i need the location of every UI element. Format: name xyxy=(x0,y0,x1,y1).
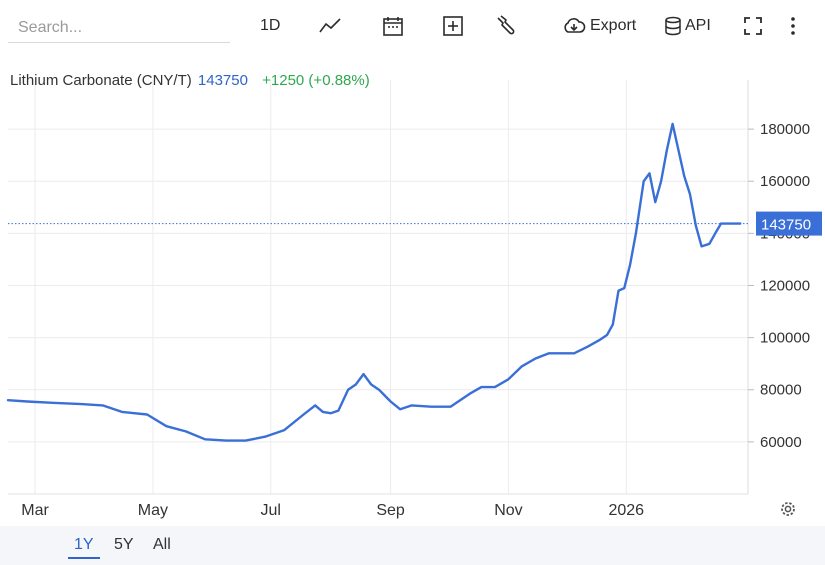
y-tick-label: 180000 xyxy=(760,121,810,138)
y-tick-label: 100000 xyxy=(760,330,810,347)
toolbar: 1D Export API xyxy=(0,0,825,50)
calendar-button[interactable] xyxy=(382,13,404,39)
x-tick-label: May xyxy=(138,502,168,519)
x-tick-label: Jul xyxy=(261,502,281,519)
export-label: Export xyxy=(590,17,637,34)
legend-change: +1250 (+0.88%) xyxy=(262,72,370,89)
add-indicator-button[interactable] xyxy=(442,13,464,39)
more-vertical-icon xyxy=(786,15,800,37)
api-button[interactable]: API xyxy=(664,13,711,39)
calendar-icon xyxy=(382,15,404,37)
range-selector: 1Y 5Y All xyxy=(0,526,825,565)
x-tick-label: Sep xyxy=(376,502,405,519)
range-button-all[interactable]: All xyxy=(153,536,171,553)
interval-label: 1D xyxy=(260,17,281,34)
legend-price: 143750 xyxy=(197,72,248,89)
y-tick-label: 120000 xyxy=(760,277,810,294)
range-button-1y[interactable]: 1Y xyxy=(68,536,100,559)
settings-tools-button[interactable] xyxy=(494,13,516,39)
gear-icon[interactable] xyxy=(781,502,795,516)
last-price-tag xyxy=(756,211,822,236)
price-chart[interactable]: 6000080000100000120000140000160000180000… xyxy=(0,0,825,526)
instrument-name: Lithium Carbonate (CNY/T) xyxy=(10,72,192,89)
more-menu-button[interactable] xyxy=(786,13,800,39)
database-icon xyxy=(664,16,682,36)
wrench-icon xyxy=(494,15,516,37)
chart-legend: Lithium Carbonate (CNY/T) 143750 +1250 (… xyxy=(10,72,370,89)
x-tick-label: Mar xyxy=(21,502,49,519)
cloud-download-icon xyxy=(562,16,586,36)
fullscreen-icon xyxy=(742,15,764,37)
fullscreen-button[interactable] xyxy=(742,13,764,39)
range-button-5y[interactable]: 5Y xyxy=(114,536,134,553)
x-tick-label: 2026 xyxy=(608,502,644,519)
price-series-line xyxy=(6,122,742,442)
api-label: API xyxy=(685,17,711,34)
y-tick-label: 160000 xyxy=(760,173,810,190)
plus-box-icon xyxy=(442,15,464,37)
export-button[interactable]: Export xyxy=(562,13,636,39)
interval-button[interactable]: 1D xyxy=(260,13,280,39)
y-tick-label: 60000 xyxy=(760,434,802,451)
chart-type-button[interactable] xyxy=(318,13,342,39)
x-tick-label: Nov xyxy=(494,502,522,519)
y-tick-label: 80000 xyxy=(760,382,802,399)
search-input[interactable] xyxy=(8,13,230,43)
last-price-tag-label: 143750 xyxy=(761,217,811,234)
line-chart-icon xyxy=(318,16,342,36)
